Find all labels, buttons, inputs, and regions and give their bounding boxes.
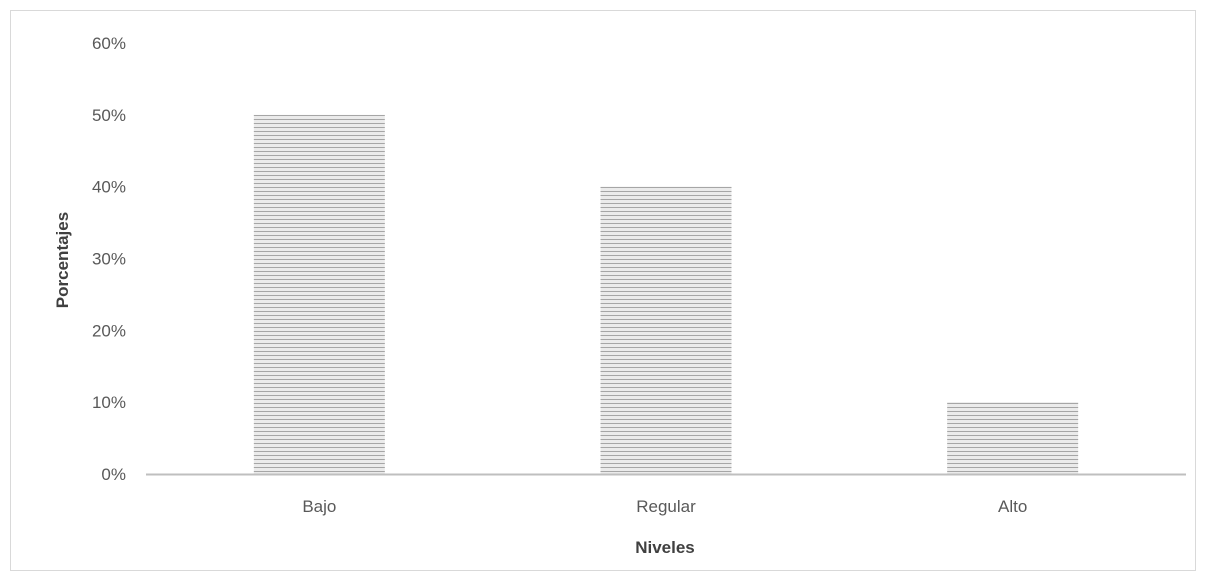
bars (253, 114, 1079, 474)
y-tick-label: 0% (101, 465, 126, 484)
y-tick-label: 20% (92, 321, 126, 340)
y-tick-label: 50% (92, 106, 126, 125)
x-tick-label: Bajo (302, 497, 336, 516)
y-axis-ticks: 0% 10% 20% 30% 40% 50% 60% (92, 34, 126, 484)
y-tick-label: 40% (92, 178, 126, 197)
bar-bajo (253, 114, 385, 474)
y-axis-title: Porcentajes (53, 212, 72, 308)
x-axis-title: Niveles (635, 538, 695, 557)
y-tick-label: 30% (92, 250, 126, 269)
bar-regular (600, 186, 732, 474)
y-tick-label: 10% (92, 393, 126, 412)
x-tick-label: Alto (998, 497, 1027, 516)
bar-alto (947, 402, 1079, 474)
x-axis-ticks: Bajo Regular Alto (302, 497, 1027, 516)
y-tick-label: 60% (92, 34, 126, 53)
x-tick-label: Regular (636, 497, 696, 516)
